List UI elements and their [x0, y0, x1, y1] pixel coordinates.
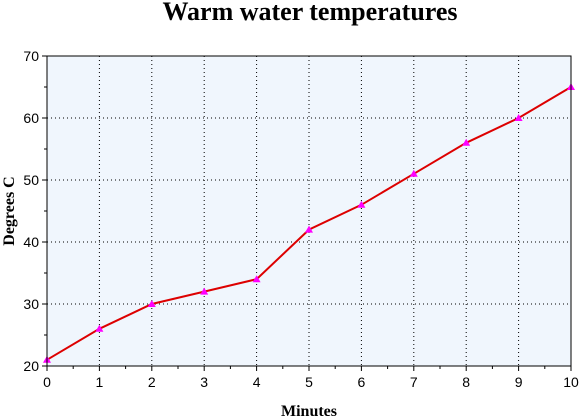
y-axis-label: Degrees C [1, 176, 18, 245]
y-tick-label: 20 [23, 358, 39, 374]
data-point-marker [305, 225, 313, 233]
chart-title: Warm water temperatures [162, 0, 457, 26]
x-tick-label: 4 [253, 374, 261, 390]
x-axis-label: Minutes [281, 403, 337, 418]
data-point-marker [409, 169, 418, 177]
x-tick-label: 3 [200, 374, 208, 390]
x-tick-label: 0 [43, 374, 51, 390]
x-tick-label: 9 [515, 374, 523, 390]
x-tick-label: 7 [410, 374, 418, 390]
y-axis-tick-labels: 20 30 40 50 60 70 [23, 48, 39, 374]
x-tick-label: 2 [148, 374, 156, 390]
y-tick-label: 40 [23, 234, 39, 250]
data-point-marker [252, 275, 261, 283]
x-tick-label: 10 [563, 374, 579, 390]
plot-area [47, 56, 571, 366]
x-tick-label: 8 [462, 374, 470, 390]
y-tick-label: 60 [23, 110, 39, 126]
x-axis-tick-labels: 0 1 2 3 4 5 6 7 8 9 10 [43, 374, 579, 390]
data-point-marker [357, 200, 366, 208]
x-tick-label: 5 [305, 374, 313, 390]
x-tick-label: 1 [96, 374, 104, 390]
y-tick-label: 70 [23, 48, 39, 64]
plot-border [46, 55, 572, 367]
y-tick-label: 30 [23, 296, 39, 312]
data-point-marker [200, 287, 209, 295]
data-point-marker [462, 138, 471, 146]
y-tick-label: 50 [23, 172, 39, 188]
x-tick-label: 6 [358, 374, 366, 390]
grid [47, 56, 571, 366]
data-point-marker [147, 300, 156, 307]
data-point-marker [95, 324, 104, 332]
data-point-marker [514, 114, 523, 121]
